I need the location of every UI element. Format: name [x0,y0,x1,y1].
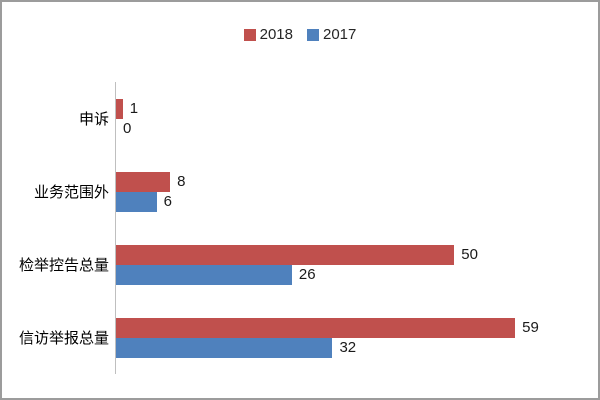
bar-2017-3 [116,337,333,358]
value-label-2017-1: 6 [163,192,172,210]
category-label: 信访举报总量 [18,331,109,347]
value-label-2017-0: 0 [123,119,132,137]
value-label-2018-2: 50 [461,245,478,263]
legend-swatch-2017 [307,28,319,41]
category-row-2: 检举控告总量 50 26 [19,228,576,301]
bar-2017-1 [116,191,157,212]
value-label-2017-3: 32 [339,338,357,356]
legend-label-2017: 2017 [323,26,357,43]
legend-swatch-2018 [243,28,256,41]
value-label-2017-2: 26 [298,265,316,283]
value-label-2018-3: 59 [522,318,539,336]
category-label: 申诉 [78,112,109,128]
value-label-2018-1: 8 [177,172,186,190]
bar-2017-2 [116,264,292,285]
category-label: 检举控告总量 [18,258,109,274]
legend-label-2018: 2018 [259,26,293,43]
legend: 2018 2017 [2,26,598,43]
category-row-3: 信访举报总量 59 32 [19,301,576,374]
bar-2018-0 [116,98,123,119]
plot-area: 申诉 1 0 业务范围外 8 6 检举控告总量 50 26 信访举报总量 59 32 [19,82,576,374]
category-label: 业务范围外 [33,185,109,201]
legend-item-2017: 2017 [307,26,356,43]
bar-2018-2 [116,244,455,265]
category-row-0: 申诉 1 0 [79,82,576,155]
legend-item-2018: 2018 [243,26,293,43]
value-label-2018-0: 1 [129,99,139,117]
bar-2018-1 [116,171,171,192]
category-row-1: 业务范围外 8 6 [34,155,576,228]
bar-2018-3 [116,317,516,338]
y-axis-line [115,82,116,374]
